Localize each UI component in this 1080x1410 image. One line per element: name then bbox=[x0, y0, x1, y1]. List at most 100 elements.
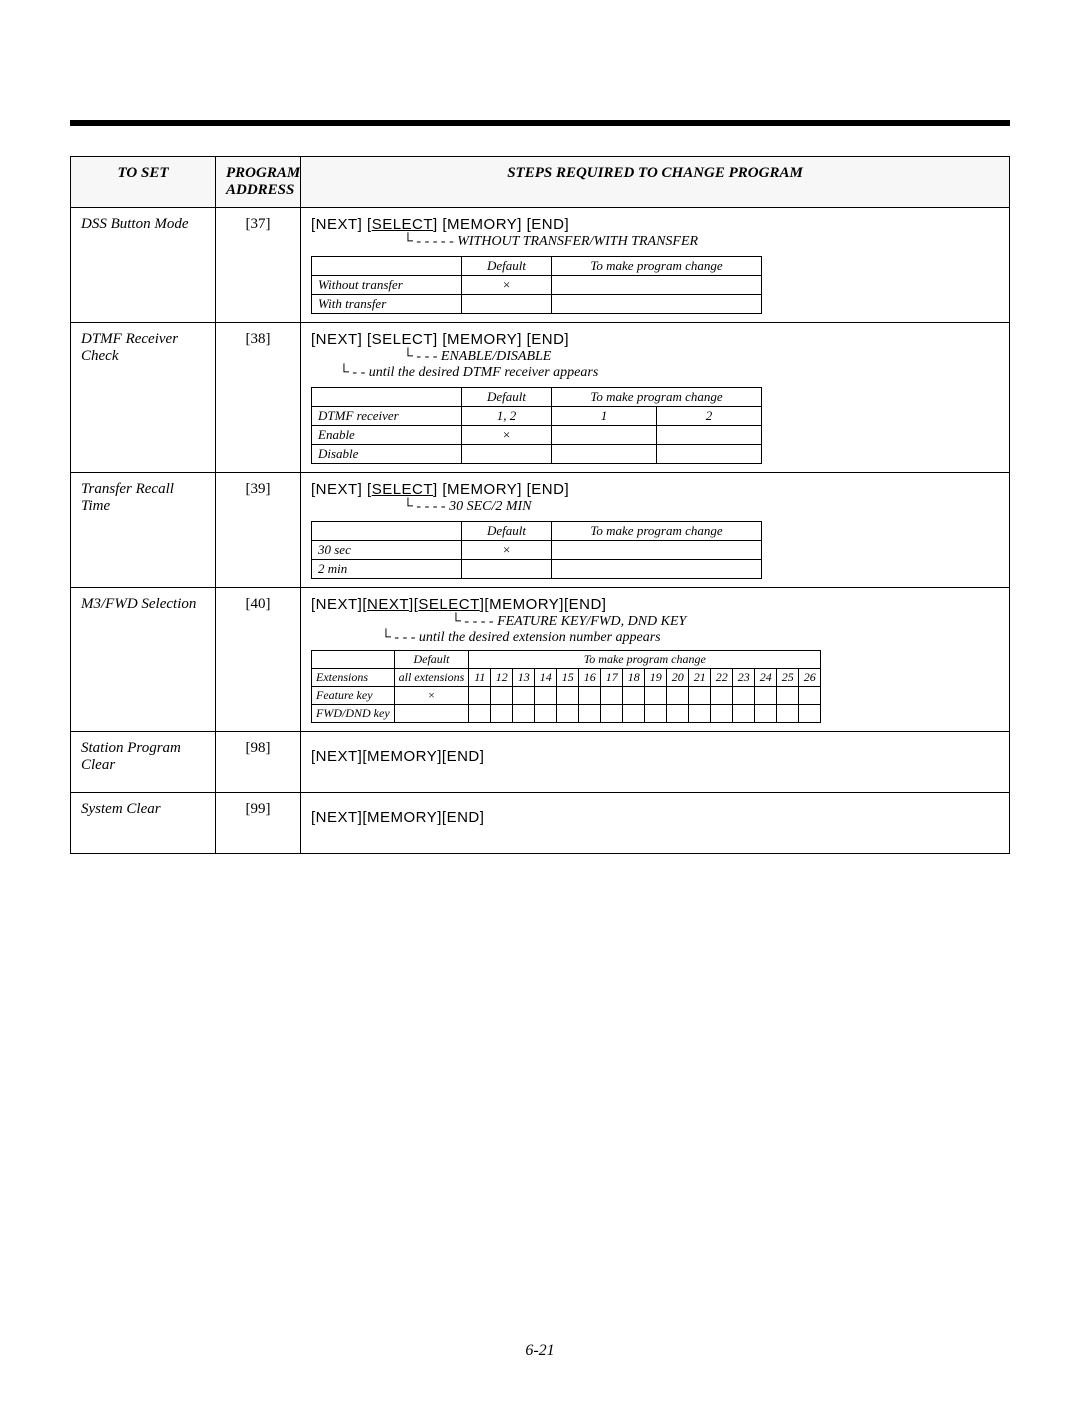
annot-dtmf: └ - - - ENABLE/DISABLE bbox=[403, 349, 999, 365]
c bbox=[601, 687, 623, 705]
c: 2 min bbox=[312, 560, 462, 579]
c bbox=[579, 705, 601, 723]
addr-dtmf: [38] bbox=[216, 323, 301, 473]
addr-stationclear: [98] bbox=[216, 732, 301, 793]
c bbox=[689, 705, 711, 723]
c: FWD/DND key bbox=[312, 705, 395, 723]
toset-dtmf: DTMF Receiver Check bbox=[71, 323, 216, 473]
c: 15 bbox=[557, 669, 579, 687]
c: Default bbox=[394, 651, 469, 669]
row-m3fwd: M3/FWD Selection [40] [NEXT][NEXT][SELEC… bbox=[71, 588, 1010, 732]
c bbox=[601, 705, 623, 723]
seq-pre: [NEXT] [ bbox=[311, 481, 372, 498]
steps-dtmf: [NEXT] [SELECT] [MEMORY] [END] └ - - - E… bbox=[301, 323, 1010, 473]
steps-stationclear: [NEXT][MEMORY][END] bbox=[301, 732, 1010, 793]
seq-ul: SELECT bbox=[372, 481, 433, 498]
steps-transfer: [NEXT] [SELECT] [MEMORY] [END] └ - - - -… bbox=[301, 473, 1010, 588]
annot2-m3fwd: └ - - - until the desired extension numb… bbox=[381, 630, 999, 646]
c: 18 bbox=[623, 669, 645, 687]
seq-post: ] [MEMORY] [END] bbox=[433, 481, 569, 498]
seq-pre: [NEXT][ bbox=[311, 596, 367, 613]
seq-post: ][MEMORY][END] bbox=[480, 596, 607, 613]
c bbox=[312, 388, 462, 407]
hdr-steps: STEPS REQUIRED TO CHANGE PROGRAM bbox=[301, 157, 1010, 208]
hdr-addr-l2: ADDRESS bbox=[226, 182, 294, 198]
hdr-addr-l1: PROGRAM bbox=[226, 165, 300, 181]
c: 22 bbox=[711, 669, 733, 687]
c: To make program change bbox=[552, 257, 762, 276]
toset-transfer: Transfer Recall Time bbox=[71, 473, 216, 588]
seq-ul: SELECT bbox=[372, 216, 433, 233]
steps-m3fwd: [NEXT][NEXT][SELECT][MEMORY][END] └ - - … bbox=[301, 588, 1010, 732]
c: 12 bbox=[491, 669, 513, 687]
c: Default bbox=[462, 522, 552, 541]
seq-stationclear: [NEXT][MEMORY][END] bbox=[311, 748, 484, 765]
row-dss: DSS Button Mode [37] [NEXT] [SELECT] [ME… bbox=[71, 208, 1010, 323]
addr-sysclear: [99] bbox=[216, 793, 301, 854]
seq-pre: [NEXT] [ bbox=[311, 216, 372, 233]
inner-dtmf: Default To make program change DTMF rece… bbox=[311, 387, 762, 464]
page: TO SET PROGRAM ADDRESS STEPS REQUIRED TO… bbox=[0, 0, 1080, 854]
c: Enable bbox=[312, 426, 462, 445]
c bbox=[557, 687, 579, 705]
toset-stationclear: Station Program Clear bbox=[71, 732, 216, 793]
c bbox=[312, 651, 395, 669]
c: 30 sec bbox=[312, 541, 462, 560]
annot-transfer: └ - - - - 30 SEC/2 MIN bbox=[403, 499, 999, 515]
c bbox=[462, 295, 552, 314]
row-stationclear: Station Program Clear [98] [NEXT][MEMORY… bbox=[71, 732, 1010, 793]
seq-sysclear: [NEXT][MEMORY][END] bbox=[311, 809, 484, 826]
c: × bbox=[462, 541, 552, 560]
annot2-dtmf: └ - - until the desired DTMF receiver ap… bbox=[339, 365, 999, 381]
c: × bbox=[462, 276, 552, 295]
c bbox=[462, 445, 552, 464]
c bbox=[552, 445, 657, 464]
seq-mid: ][ bbox=[409, 596, 418, 613]
c bbox=[799, 705, 821, 723]
toset-sysclear: System Clear bbox=[71, 793, 216, 854]
seq-post: ] [MEMORY] [END] bbox=[433, 216, 569, 233]
c bbox=[491, 705, 513, 723]
c bbox=[733, 705, 755, 723]
c bbox=[733, 687, 755, 705]
c: 23 bbox=[733, 669, 755, 687]
hdr-toset: TO SET bbox=[71, 157, 216, 208]
c: 13 bbox=[513, 669, 535, 687]
c bbox=[645, 705, 667, 723]
c: 25 bbox=[777, 669, 799, 687]
c: To make program change bbox=[469, 651, 821, 669]
addr-dss: [37] bbox=[216, 208, 301, 323]
c bbox=[657, 445, 762, 464]
c: DTMF receiver bbox=[312, 407, 462, 426]
c bbox=[777, 705, 799, 723]
row-dtmf: DTMF Receiver Check [38] [NEXT] [SELECT]… bbox=[71, 323, 1010, 473]
c bbox=[394, 705, 469, 723]
row-transfer: Transfer Recall Time [39] [NEXT] [SELECT… bbox=[71, 473, 1010, 588]
steps-sysclear: [NEXT][MEMORY][END] bbox=[301, 793, 1010, 854]
toset-dss: DSS Button Mode bbox=[71, 208, 216, 323]
c bbox=[552, 295, 762, 314]
grid-m3fwd: Default To make program change Extension… bbox=[311, 650, 821, 723]
c: 16 bbox=[579, 669, 601, 687]
hdr-addr: PROGRAM ADDRESS bbox=[216, 157, 301, 208]
annot-dss: └ - - - - - WITHOUT TRANSFER/WITH TRANSF… bbox=[403, 234, 999, 250]
seq-dtmf: [NEXT] [SELECT] [MEMORY] [END] bbox=[311, 331, 569, 348]
c bbox=[657, 426, 762, 445]
c bbox=[623, 687, 645, 705]
addr-m3fwd: [40] bbox=[216, 588, 301, 732]
c bbox=[552, 276, 762, 295]
c bbox=[535, 705, 557, 723]
c: 17 bbox=[601, 669, 623, 687]
c: To make program change bbox=[552, 388, 762, 407]
c: 24 bbox=[755, 669, 777, 687]
c bbox=[552, 426, 657, 445]
c bbox=[777, 687, 799, 705]
c bbox=[513, 705, 535, 723]
c: Default bbox=[462, 257, 552, 276]
inner-dss: Default To make program change Without t… bbox=[311, 256, 762, 314]
c: 20 bbox=[667, 669, 689, 687]
c bbox=[579, 687, 601, 705]
c bbox=[689, 687, 711, 705]
c bbox=[645, 687, 667, 705]
c: 1, 2 bbox=[462, 407, 552, 426]
